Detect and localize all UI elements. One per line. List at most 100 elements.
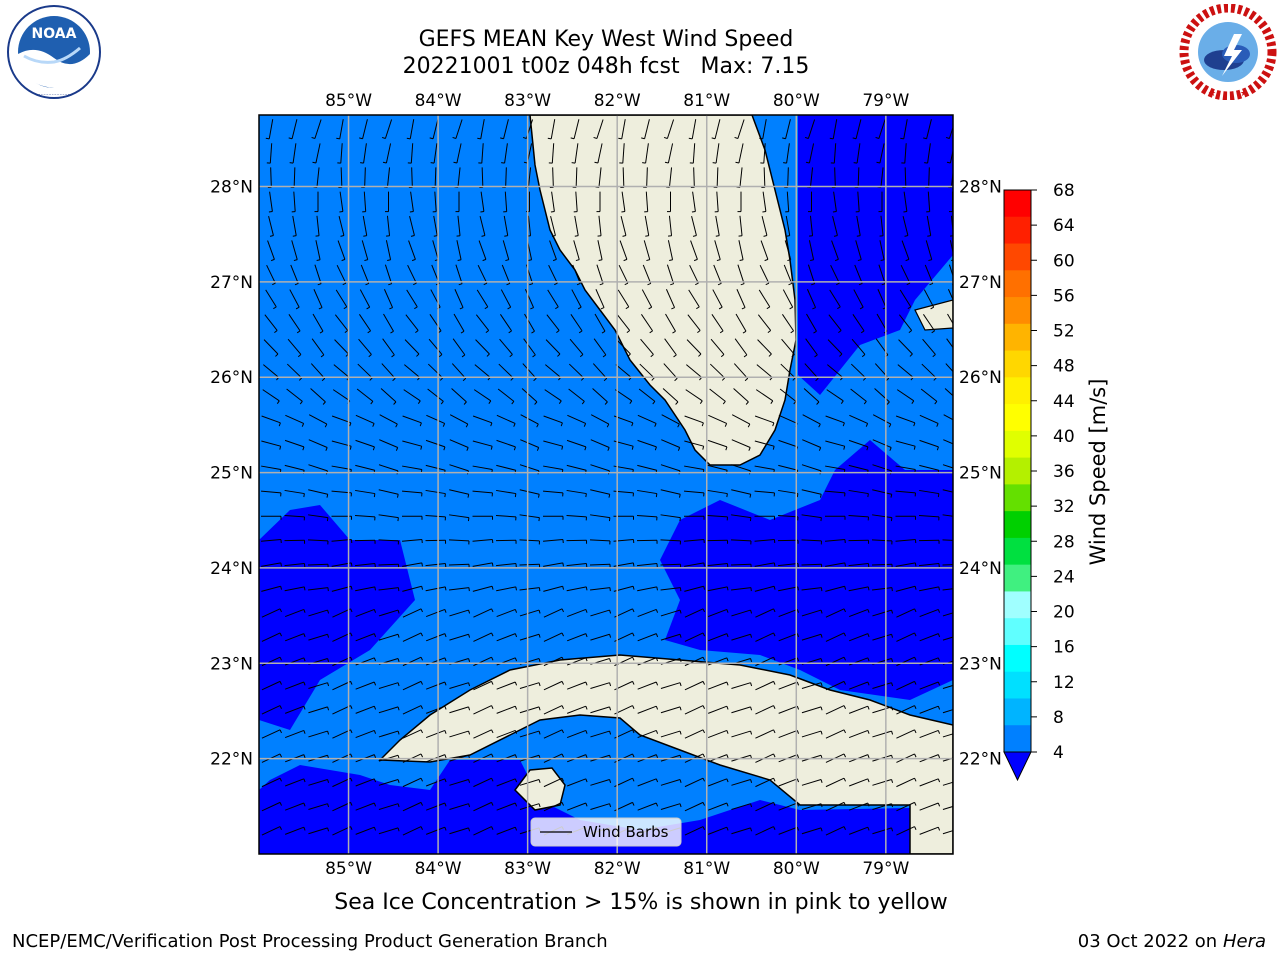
wind-barb xyxy=(803,388,820,403)
wind-barb-flag xyxy=(773,608,776,613)
wind-barb-flag xyxy=(303,586,306,591)
wind-barb xyxy=(292,215,297,236)
wind-barb-flag xyxy=(750,706,753,711)
wind-barb-flag xyxy=(295,306,300,310)
wind-barb xyxy=(481,167,484,188)
wind-barb xyxy=(922,314,936,332)
wind-barb-flag xyxy=(342,282,347,286)
wind-barb-flag xyxy=(608,494,611,498)
wind-barb xyxy=(683,539,705,542)
wind-barb xyxy=(378,609,399,617)
lat-lon-grid xyxy=(259,115,953,854)
svg-text:·····················: ····················· xyxy=(37,92,71,98)
wind-barb xyxy=(293,191,296,212)
wind-barb-flag xyxy=(914,729,917,734)
wind-barb-flag xyxy=(303,633,306,638)
wind-barb-flag xyxy=(734,136,739,139)
wind-barb-flag xyxy=(805,161,810,164)
wind-barb xyxy=(827,339,843,355)
wind-barb-flag xyxy=(397,609,400,614)
wind-barb-flag xyxy=(500,137,504,140)
wind-barb-flag xyxy=(843,608,846,613)
wind-barb xyxy=(566,633,587,642)
wind-barb xyxy=(684,585,704,592)
wind-barb xyxy=(667,240,674,260)
wind-barb-flag xyxy=(937,802,941,807)
footer-date-text: 03 Oct 2022 on xyxy=(1077,931,1223,952)
wind-barb-flag xyxy=(790,330,794,334)
wind-barb xyxy=(778,414,798,424)
wind-barb xyxy=(308,587,328,591)
wind-barb xyxy=(472,440,493,447)
wind-barb-flag xyxy=(593,136,598,139)
wind-barb-flag xyxy=(631,422,634,427)
lat-tick-label: 23°N xyxy=(210,654,253,674)
wind-barb xyxy=(637,439,657,448)
wind-barb-flag xyxy=(279,446,282,450)
wind-barb xyxy=(896,705,915,715)
wind-barb xyxy=(928,167,930,188)
wind-barb xyxy=(472,490,493,494)
wind-barb xyxy=(903,191,908,212)
wind-barb xyxy=(332,680,351,691)
wind-barb xyxy=(872,489,892,495)
wind-barb-flag xyxy=(655,657,659,662)
wind-barb-flag xyxy=(673,354,677,358)
wind-barb-flag xyxy=(881,283,886,286)
wind-barb-flag xyxy=(372,423,375,427)
lat-tick-label: 22°N xyxy=(959,750,1002,770)
wind-barb-flag xyxy=(368,354,372,358)
wind-barb-flag xyxy=(880,259,885,261)
wind-barb xyxy=(834,167,836,188)
wind-barb xyxy=(782,289,794,308)
wind-barb-flag xyxy=(561,802,564,806)
wind-barb-flag xyxy=(392,378,396,382)
wind-barb xyxy=(896,680,915,691)
colorbar-tick-label: 68 xyxy=(1053,181,1075,201)
wind-barb-flag xyxy=(820,706,823,711)
wind-barb-flag xyxy=(303,609,306,613)
wind-barb xyxy=(332,389,351,402)
wind-barb-flag xyxy=(693,258,698,262)
wind-barb xyxy=(315,143,321,164)
wind-barb xyxy=(707,802,728,811)
wind-barb xyxy=(778,563,798,567)
wind-barb xyxy=(498,363,514,379)
wind-barb xyxy=(692,143,696,164)
colorbar-tick-label: 64 xyxy=(1053,216,1075,236)
colorbar-tick-label: 32 xyxy=(1053,497,1075,517)
wind-barb-flag xyxy=(796,681,800,686)
wind-barb-flag xyxy=(796,778,800,783)
wind-barb-flag xyxy=(867,730,870,734)
wind-barb-flag xyxy=(461,354,466,358)
wind-barb xyxy=(596,119,604,139)
wind-barb xyxy=(551,191,555,212)
wind-barb xyxy=(778,802,798,811)
wind-barb-flag xyxy=(560,422,563,427)
wind-barb xyxy=(340,143,343,164)
wind-barb-flag xyxy=(813,330,817,334)
wind-barb xyxy=(755,632,774,642)
wind-barb xyxy=(308,489,328,495)
wind-barb-flag xyxy=(914,826,917,830)
wind-barb xyxy=(897,364,914,378)
wind-barb xyxy=(268,215,274,236)
wind-barb xyxy=(856,143,861,164)
wind-barb xyxy=(919,826,939,835)
wind-barb xyxy=(807,119,816,139)
wind-barb xyxy=(359,289,371,308)
sea-ice-note: Sea Ice Concentration > 15% is shown in … xyxy=(334,890,948,915)
wind-barb xyxy=(425,515,446,518)
wind-barb xyxy=(731,730,751,738)
wind-barb-flag xyxy=(397,658,400,662)
wind-barb xyxy=(402,562,422,567)
wind-barb-flag xyxy=(820,682,823,687)
wind-barb xyxy=(801,633,822,641)
wind-barb-flag xyxy=(327,609,330,614)
wind-barb-flag xyxy=(867,778,870,783)
wind-barb-flag xyxy=(786,235,790,237)
wind-barb xyxy=(825,656,845,667)
wind-barb xyxy=(363,191,367,212)
wind-barb xyxy=(425,802,446,811)
wind-barb-flag xyxy=(370,401,374,405)
